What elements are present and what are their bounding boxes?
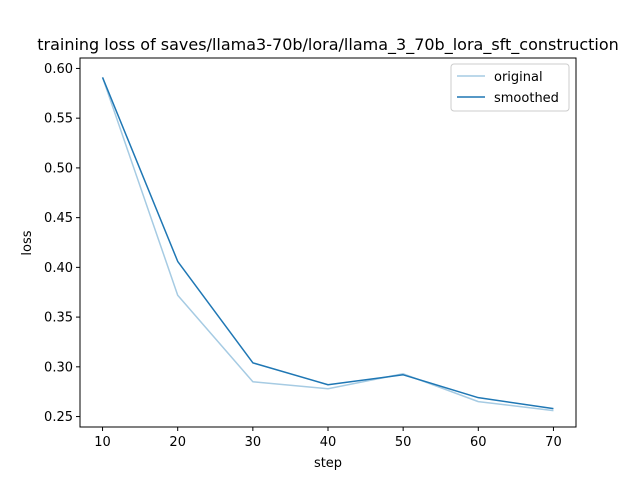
- series-line-smoothed: [101, 77, 554, 410]
- legend: original smoothed: [450, 63, 570, 112]
- x-tick-label: 10: [94, 435, 111, 450]
- y-tick-label: 0.25: [44, 410, 73, 425]
- y-tick-label: 0.55: [44, 112, 73, 127]
- x-axis-ticks: 10 20 30 40 50 60 70: [94, 427, 562, 450]
- y-tick-label: 0.50: [44, 161, 73, 176]
- y-axis-label: loss: [20, 230, 35, 255]
- y-tick-label: 0.35: [44, 311, 73, 326]
- y-axis-ticks: 0.25 0.30 0.35 0.40 0.45 0.50 0.55 0.60: [44, 62, 80, 425]
- x-tick-label: 70: [545, 435, 562, 450]
- x-tick-label: 20: [169, 435, 186, 450]
- plot-lines: [101, 77, 554, 412]
- chart-title: training loss of saves/llama3-70b/lora/l…: [37, 35, 619, 55]
- series-line-original: [101, 77, 554, 412]
- y-tick-label: 0.30: [44, 360, 73, 375]
- legend-label-smoothed: smoothed: [494, 91, 559, 106]
- x-tick-label: 60: [470, 435, 487, 450]
- y-tick-label: 0.60: [44, 62, 73, 77]
- x-tick-label: 50: [395, 435, 412, 450]
- y-tick-label: 0.45: [44, 211, 73, 226]
- legend-label-original: original: [494, 70, 543, 85]
- x-axis-label: step: [314, 456, 342, 471]
- x-tick-label: 30: [245, 435, 262, 450]
- y-tick-label: 0.40: [44, 261, 73, 276]
- x-tick-label: 40: [320, 435, 337, 450]
